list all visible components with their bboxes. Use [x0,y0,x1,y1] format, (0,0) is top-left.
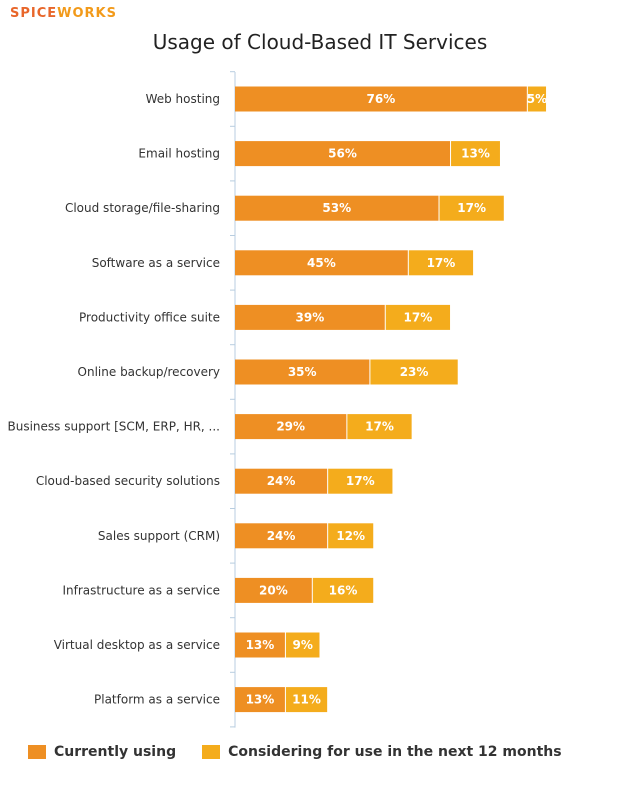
data-label-cloud-storage-file-sharing-series-0: 53% [322,201,351,215]
bar-online-backup-recovery-series-1 [370,359,458,385]
data-label-productivity-office-suite-series-1: 17% [404,310,433,324]
data-label-cloud-based-security-solutions-series-0: 24% [267,474,296,488]
category-label-productivity-office-suite: Productivity office suite [79,310,220,324]
data-label-software-as-a-service-series-0: 45% [307,256,336,270]
legend-label-considering: Considering for use in the next 12 month… [228,744,562,760]
data-label-sales-support-crm-series-1: 12% [336,529,365,543]
spiceworks-logo: SPICEWORKS [10,6,117,21]
category-label-business-support-scm-erp-hr: Business support [SCM, ERP, HR, ... [8,420,221,434]
legend-item-currently-using: Currently using [28,744,176,760]
bar-productivity-office-suite-series-1 [385,304,451,330]
category-label-platform-as-a-service: Platform as a service [94,693,220,707]
data-label-virtual-desktop-as-a-service-series-0: 13% [246,638,275,652]
category-label-online-backup-recovery: Online backup/recovery [78,365,220,379]
data-label-online-backup-recovery-series-0: 35% [288,365,317,379]
bar-sales-support-crm-series-0 [235,523,328,549]
bar-software-as-a-service-series-1 [408,250,474,276]
logo-text-works: WORKS [57,6,117,21]
data-label-infrastructure-as-a-service-series-0: 20% [259,583,288,597]
bar-chart: Web hosting 76% 5% Email hosting 56% 13% Cloud… [8,71,547,728]
category-label-software-as-a-service: Software as a service [92,256,220,270]
data-label-business-support-scm-erp-hr-series-0: 29% [276,420,305,434]
bar-software-as-a-service-series-0 [235,250,408,276]
category-label-cloud-based-security-solutions: Cloud-based security solutions [36,474,220,488]
bar-cloud-storage-file-sharing-series-0 [235,195,439,221]
bar-business-support-scm-erp-hr-series-1 [347,414,412,440]
data-label-virtual-desktop-as-a-service-series-1: 9% [293,638,313,652]
category-label-virtual-desktop-as-a-service: Virtual desktop as a service [54,638,220,652]
data-label-online-backup-recovery-series-1: 23% [400,365,429,379]
category-label-infrastructure-as-a-service: Infrastructure as a service [63,583,221,597]
bar-cloud-storage-file-sharing-series-1 [439,195,504,221]
bar-platform-as-a-service-series-0 [235,687,285,713]
bar-virtual-desktop-as-a-service-series-0 [235,632,285,658]
legend-item-considering: Considering for use in the next 12 month… [202,744,562,760]
legend-label-currently-using: Currently using [54,744,177,760]
data-label-email-hosting-series-0: 56% [328,147,357,161]
bar-web-hosting-series-0 [235,86,527,112]
legend-swatch-considering [202,745,221,759]
bar-web-hosting-series-1 [527,86,547,112]
chart-legend: Currently using Considering for use in t… [28,744,588,760]
logo-text-spice: SPICE [10,6,58,21]
bar-productivity-office-suite-series-0 [235,304,385,330]
data-label-web-hosting-series-1: 5% [527,92,547,106]
data-label-email-hosting-series-1: 13% [461,147,490,161]
data-label-cloud-based-security-solutions-series-1: 17% [346,474,375,488]
chart-title: Usage of Cloud-Based IT Services [152,30,488,54]
bar-infrastructure-as-a-service-series-0 [235,577,312,603]
bar-email-hosting-series-0 [235,141,451,167]
bar-virtual-desktop-as-a-service-series-1 [285,632,320,658]
bar-sales-support-crm-series-1 [328,523,374,549]
data-label-web-hosting-series-0: 76% [367,92,396,106]
bar-cloud-based-security-solutions-series-0 [235,468,328,494]
data-label-infrastructure-as-a-service-series-1: 16% [329,583,358,597]
data-label-platform-as-a-service-series-0: 13% [246,693,275,707]
bar-email-hosting-series-1 [451,141,500,167]
bar-cloud-based-security-solutions-series-1 [328,468,393,494]
bar-business-support-scm-erp-hr-series-0 [235,414,347,440]
data-label-business-support-scm-erp-hr-series-1: 17% [365,420,394,434]
bar-platform-as-a-service-series-1 [285,687,328,713]
bar-online-backup-recovery-series-0 [235,359,370,385]
category-label-web-hosting: Web hosting [146,92,220,106]
category-label-sales-support-crm: Sales support (CRM) [98,529,220,543]
data-label-sales-support-crm-series-0: 24% [267,529,296,543]
bar-infrastructure-as-a-service-series-1 [312,577,374,603]
data-label-cloud-storage-file-sharing-series-1: 17% [457,201,486,215]
data-label-software-as-a-service-series-1: 17% [427,256,456,270]
category-label-email-hosting: Email hosting [138,147,220,161]
data-label-productivity-office-suite-series-0: 39% [296,310,325,324]
category-label-cloud-storage-file-sharing: Cloud storage/file-sharing [65,201,220,215]
data-label-platform-as-a-service-series-1: 11% [292,693,321,707]
legend-swatch-currently-using [28,745,46,759]
